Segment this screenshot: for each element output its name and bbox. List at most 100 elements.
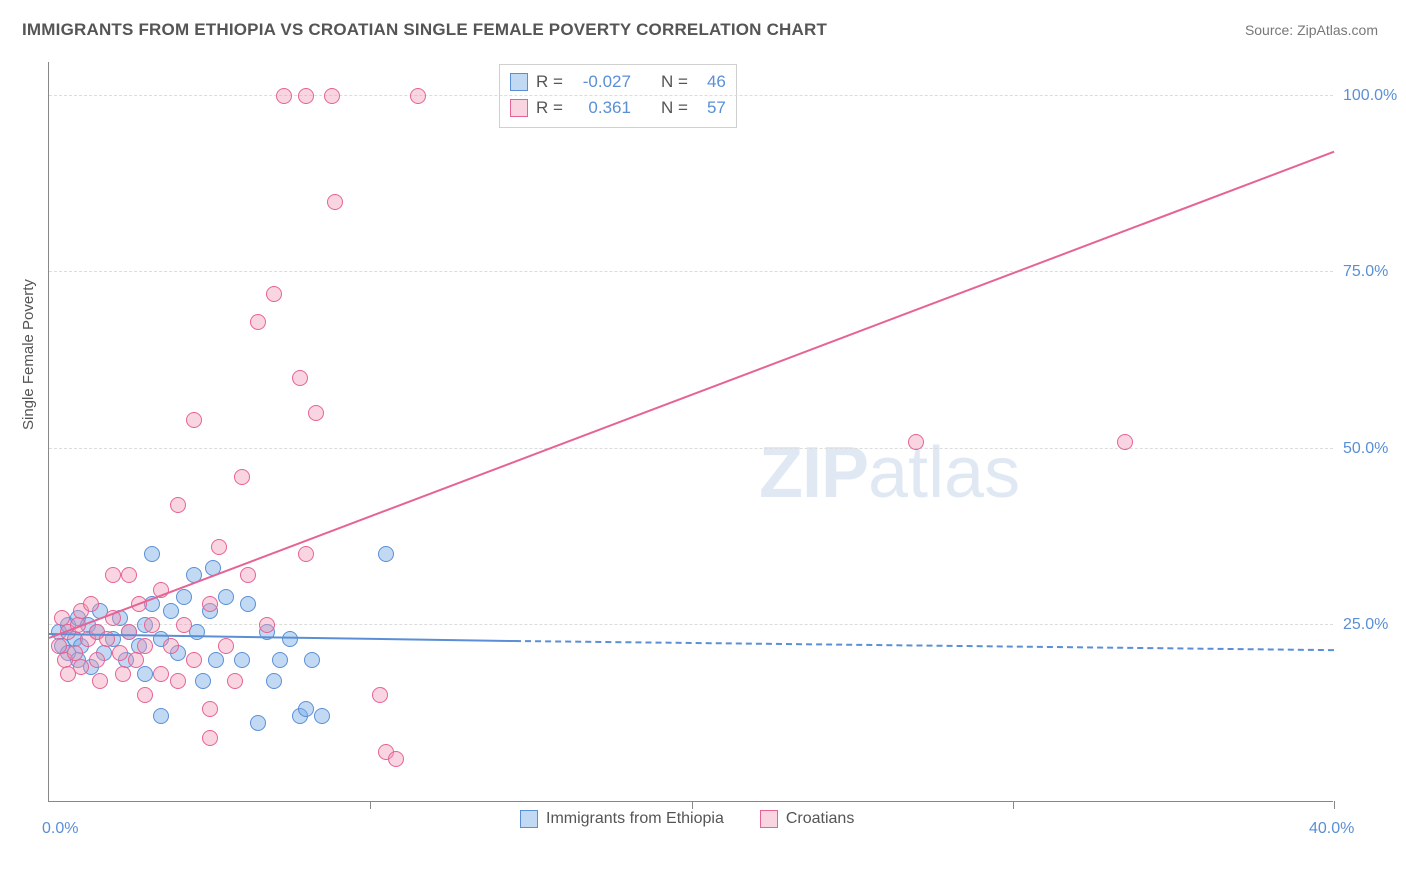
- data-point-croatians: [92, 673, 108, 689]
- data-point-croatians: [137, 687, 153, 703]
- legend-label: Croatians: [786, 810, 854, 828]
- x-max-label: 40.0%: [1309, 820, 1354, 838]
- data-point-croatians: [83, 596, 99, 612]
- data-point-croatians: [259, 617, 275, 633]
- bottom-legend: Immigrants from Ethiopia Croatians: [520, 810, 854, 828]
- data-point-croatians: [250, 314, 266, 330]
- data-point-croatians: [176, 617, 192, 633]
- corr-r-label: R =: [536, 69, 563, 95]
- gridline-h: [49, 271, 1333, 272]
- data-point-croatians: [327, 194, 343, 210]
- corr-n-label: N =: [661, 69, 688, 95]
- x-tick: [692, 801, 693, 809]
- swatch-icon: [520, 810, 538, 828]
- data-point-croatians: [211, 539, 227, 555]
- corr-row-croatians: R = 0.361 N = 57: [510, 95, 726, 121]
- data-point-croatians: [186, 412, 202, 428]
- data-point-croatians: [170, 673, 186, 689]
- data-point-croatians: [170, 497, 186, 513]
- x-tick: [370, 801, 371, 809]
- legend-item-croatians: Croatians: [760, 810, 854, 828]
- data-point-ethiopia: [195, 673, 211, 689]
- swatch-icon: [760, 810, 778, 828]
- corr-r-value: 0.361: [571, 95, 631, 121]
- regression-line: [515, 640, 1334, 651]
- data-point-croatians: [227, 673, 243, 689]
- chart-title: IMMIGRANTS FROM ETHIOPIA VS CROATIAN SIN…: [22, 20, 827, 40]
- y-tick-label: 25.0%: [1343, 616, 1388, 634]
- data-point-ethiopia: [266, 673, 282, 689]
- data-point-croatians: [1117, 434, 1133, 450]
- data-point-ethiopia: [378, 546, 394, 562]
- data-point-ethiopia: [144, 546, 160, 562]
- data-point-croatians: [202, 730, 218, 746]
- data-point-croatians: [372, 687, 388, 703]
- data-point-croatians: [112, 645, 128, 661]
- y-tick-label: 75.0%: [1343, 263, 1388, 281]
- data-point-croatians: [121, 567, 137, 583]
- data-point-ethiopia: [163, 603, 179, 619]
- data-point-croatians: [137, 638, 153, 654]
- data-point-croatians: [89, 652, 105, 668]
- source-label: Source: ZipAtlas.com: [1245, 22, 1378, 38]
- plot-area: R = -0.027 N = 46 R = 0.361 N = 57 ZIPatlas: [48, 62, 1333, 802]
- data-point-ethiopia: [218, 589, 234, 605]
- data-point-ethiopia: [176, 589, 192, 605]
- gridline-h: [49, 95, 1333, 96]
- data-point-croatians: [388, 751, 404, 767]
- data-point-croatians: [234, 469, 250, 485]
- corr-r-value: -0.027: [571, 69, 631, 95]
- data-point-croatians: [292, 370, 308, 386]
- corr-n-label: N =: [661, 95, 688, 121]
- data-point-croatians: [144, 617, 160, 633]
- data-point-croatians: [153, 666, 169, 682]
- data-point-croatians: [163, 638, 179, 654]
- data-point-ethiopia: [234, 652, 250, 668]
- watermark: ZIPatlas: [759, 432, 1020, 514]
- corr-row-ethiopia: R = -0.027 N = 46: [510, 69, 726, 95]
- corr-n-value: 57: [696, 95, 726, 121]
- data-point-ethiopia: [304, 652, 320, 668]
- data-point-ethiopia: [137, 666, 153, 682]
- data-point-ethiopia: [250, 715, 266, 731]
- data-point-croatians: [128, 652, 144, 668]
- swatch-icon: [510, 99, 528, 117]
- data-point-ethiopia: [282, 631, 298, 647]
- data-point-croatians: [73, 659, 89, 675]
- data-point-croatians: [324, 88, 340, 104]
- data-point-croatians: [218, 638, 234, 654]
- x-min-label: 0.0%: [42, 820, 78, 838]
- data-point-croatians: [266, 286, 282, 302]
- data-point-croatians: [202, 596, 218, 612]
- y-tick-label: 100.0%: [1343, 87, 1397, 105]
- gridline-h: [49, 624, 1333, 625]
- data-point-croatians: [298, 88, 314, 104]
- data-point-croatians: [410, 88, 426, 104]
- x-tick: [1334, 801, 1335, 809]
- data-point-croatians: [186, 652, 202, 668]
- data-point-croatians: [276, 88, 292, 104]
- legend-label: Immigrants from Ethiopia: [546, 810, 724, 828]
- swatch-icon: [510, 73, 528, 91]
- corr-r-label: R =: [536, 95, 563, 121]
- y-tick-label: 50.0%: [1343, 440, 1388, 458]
- data-point-croatians: [202, 701, 218, 717]
- gridline-h: [49, 448, 1333, 449]
- data-point-ethiopia: [153, 708, 169, 724]
- y-axis-label: Single Female Poverty: [20, 279, 37, 430]
- regression-line: [49, 151, 1335, 639]
- data-point-croatians: [121, 624, 137, 640]
- data-point-croatians: [908, 434, 924, 450]
- data-point-ethiopia: [240, 596, 256, 612]
- data-point-ethiopia: [298, 701, 314, 717]
- data-point-croatians: [105, 567, 121, 583]
- data-point-ethiopia: [208, 652, 224, 668]
- legend-item-ethiopia: Immigrants from Ethiopia: [520, 810, 724, 828]
- data-point-ethiopia: [314, 708, 330, 724]
- corr-n-value: 46: [696, 69, 726, 95]
- data-point-croatians: [298, 546, 314, 562]
- data-point-ethiopia: [272, 652, 288, 668]
- data-point-croatians: [115, 666, 131, 682]
- data-point-croatians: [240, 567, 256, 583]
- data-point-croatians: [308, 405, 324, 421]
